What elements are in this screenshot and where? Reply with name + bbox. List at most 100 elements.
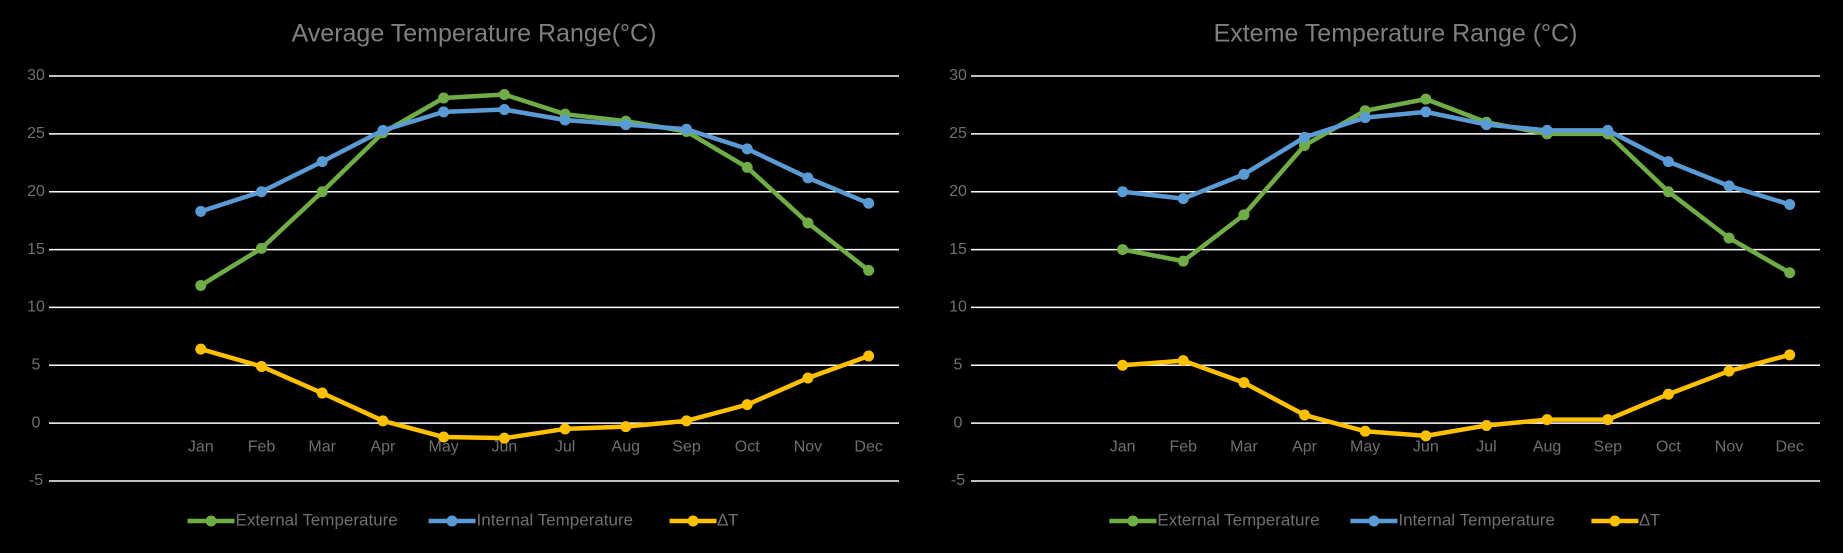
legend-swatch-marker: [687, 515, 699, 527]
point: [1723, 180, 1735, 192]
point: [1784, 349, 1796, 361]
x-tick-label: Jun: [1413, 438, 1439, 455]
y-tick-label: 5: [954, 357, 963, 374]
point: [802, 372, 814, 384]
point: [863, 197, 875, 209]
x-tick-label: Oct: [1656, 438, 1681, 455]
point: [620, 119, 632, 131]
y-tick-label: 0: [954, 414, 963, 431]
x-tick-label: Sep: [1594, 438, 1623, 455]
legend-label: External Temperature: [1157, 510, 1319, 529]
x-tick-label: Mar: [308, 438, 336, 455]
point: [1299, 131, 1311, 143]
x-tick-label: Jul: [1476, 438, 1496, 455]
point: [1602, 414, 1614, 426]
legend-label: Internal Temperature: [1398, 510, 1555, 529]
legend-label: ∆T: [718, 510, 739, 529]
point: [438, 92, 450, 104]
point: [1299, 409, 1311, 421]
x-tick-label: Jul: [555, 438, 575, 455]
point: [498, 432, 510, 444]
x-tick-label: Jan: [1110, 438, 1136, 455]
point: [438, 106, 450, 118]
legend-swatch-marker: [1609, 515, 1621, 527]
point: [1541, 124, 1553, 136]
point: [1784, 267, 1796, 279]
point: [1662, 186, 1674, 198]
point: [741, 143, 753, 155]
y-tick-label: 10: [27, 299, 45, 316]
x-tick-label: Dec: [854, 438, 882, 455]
point: [1238, 209, 1250, 221]
point: [1177, 355, 1189, 367]
point: [195, 205, 207, 217]
x-tick-label: Jan: [188, 438, 214, 455]
point: [195, 279, 207, 291]
point: [1359, 112, 1371, 124]
y-tick-label: 15: [949, 241, 967, 258]
x-tick-label: Apr: [1292, 438, 1318, 455]
legend-label: External Temperature: [236, 510, 398, 529]
point: [316, 186, 328, 198]
point: [1541, 414, 1553, 426]
y-tick-label: 20: [27, 183, 45, 200]
point: [1602, 124, 1614, 136]
y-tick-label: 10: [949, 299, 967, 316]
x-tick-label: Sep: [672, 438, 701, 455]
series-line: [1122, 352, 1791, 439]
point: [1480, 119, 1492, 131]
point: [1662, 388, 1674, 400]
x-tick-label: Feb: [248, 438, 276, 455]
point: [802, 217, 814, 229]
x-tick-label: Oct: [735, 438, 760, 455]
x-tick-label: Jun: [491, 438, 517, 455]
y-tick-label: -5: [951, 472, 965, 489]
legend-swatch-marker: [205, 515, 217, 527]
legend-swatch-marker: [1368, 515, 1380, 527]
y-tick-label: 5: [32, 357, 41, 374]
x-tick-label: May: [429, 438, 459, 455]
point: [802, 172, 814, 184]
point: [1480, 419, 1492, 431]
series-line: [200, 107, 870, 214]
point: [863, 264, 875, 276]
point: [256, 186, 267, 198]
series-line: [200, 346, 870, 441]
y-tick-label: 25: [949, 125, 967, 142]
point: [195, 343, 207, 355]
point: [1177, 193, 1189, 205]
point: [1420, 430, 1432, 442]
point: [498, 89, 510, 101]
point: [377, 124, 389, 136]
point: [1784, 198, 1796, 210]
point: [863, 350, 875, 362]
x-tick-label: Dec: [1775, 438, 1803, 455]
point: [681, 123, 692, 135]
point: [620, 421, 632, 433]
legend-swatch-marker: [446, 515, 458, 527]
point: [377, 415, 389, 427]
y-tick-label: 30: [949, 67, 967, 84]
point: [559, 114, 571, 126]
point: [1420, 106, 1432, 118]
series-line: [199, 92, 871, 288]
point: [1662, 156, 1674, 168]
series-line: [1122, 96, 1791, 275]
legend-label: ∆T: [1639, 510, 1660, 529]
x-tick-label: Aug: [1533, 438, 1561, 455]
point: [681, 415, 692, 427]
chart-title: Average Temperature Range(°C): [292, 20, 657, 48]
y-tick-label: 25: [27, 125, 45, 142]
x-tick-label: Nov: [794, 438, 822, 455]
x-tick-label: May: [1350, 438, 1380, 455]
point: [1238, 377, 1250, 389]
point: [1299, 139, 1311, 151]
point: [559, 423, 571, 435]
x-tick-label: Nov: [1715, 438, 1743, 455]
point: [741, 399, 753, 411]
point: [741, 161, 753, 173]
point: [1117, 186, 1129, 198]
x-tick-label: Feb: [1169, 438, 1197, 455]
point: [1359, 425, 1371, 437]
